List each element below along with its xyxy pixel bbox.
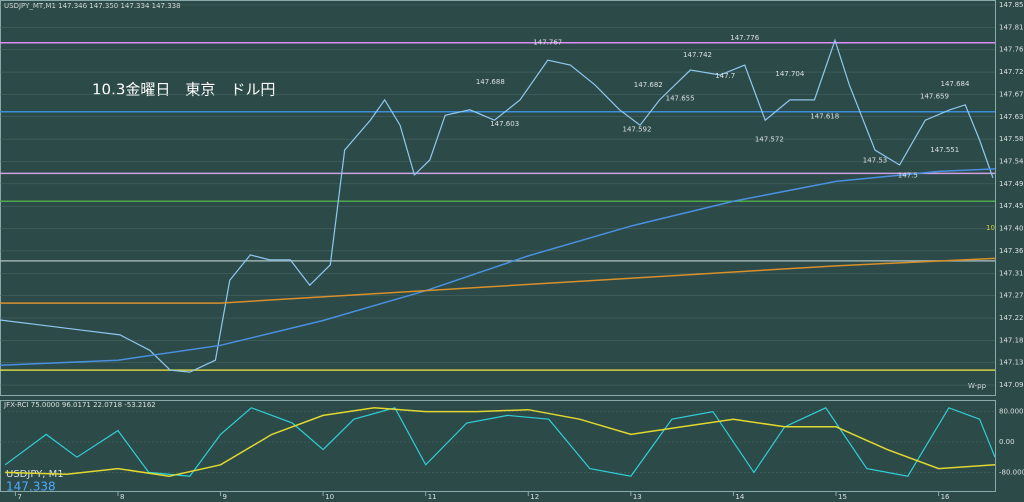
series-line (0, 257, 996, 304)
y-tick-label: 147.630 (999, 113, 1024, 121)
x-tick-label: 11 (428, 493, 437, 501)
series-line (0, 168, 996, 366)
y-tick-label: 147.090 (999, 381, 1024, 389)
indicator-frame (0, 400, 996, 492)
y-tick-label: 147.225 (999, 314, 1024, 322)
y-tick-label: 147.405 (999, 225, 1024, 233)
price-annotation: 147.684 (941, 80, 970, 88)
price-annotation: 147.767 (533, 39, 562, 47)
series-line (4, 407, 996, 477)
x-tick-label: 14 (735, 493, 744, 501)
x-tick-label: 10 (325, 493, 334, 501)
x-tick-label: 15 (838, 493, 847, 501)
y-tick-label: -80.0000 (999, 468, 1024, 476)
series-line (0, 38, 994, 373)
overlay-text: 10 (986, 224, 995, 232)
x-tick-label: 9 (223, 493, 227, 501)
price-annotation: 147.682 (634, 81, 663, 89)
x-tick-label: 12 (530, 493, 539, 501)
last-price: 147.338 (6, 480, 56, 494)
price-annotation: 147.592 (623, 126, 652, 134)
y-tick-label: 147.540 (999, 157, 1024, 165)
main-frame (0, 0, 996, 396)
symbol: USDJPY, M1 (6, 469, 64, 480)
price-annotation: 147.659 (920, 92, 949, 100)
y-tick-label: 147.585 (999, 135, 1024, 143)
price-annotation: 147.704 (775, 70, 804, 78)
price-annotation: 147.5 (898, 171, 918, 179)
price-annotation: 147.551 (930, 146, 959, 154)
y-tick-label: 147.270 (999, 292, 1024, 300)
y-tick-label: 147.675 (999, 90, 1024, 98)
overlay-text: W-pp (968, 382, 987, 390)
y-tick-label: 147.180 (999, 336, 1024, 344)
indicator-title: JFX-RCI 75.0000 96.0171 22.0718 -53.2162 (3, 401, 156, 409)
chart-subtitle: 10.3金曜日 東京 ドル円 (92, 81, 275, 99)
price-annotation: 147.7 (715, 72, 735, 80)
y-tick-label: 80.0000 (999, 408, 1024, 416)
y-tick-label: 147.135 (999, 359, 1024, 367)
y-tick-label: 147.810 (999, 23, 1024, 31)
series-line (5, 407, 996, 477)
y-tick-label: 147.720 (999, 68, 1024, 76)
x-tick-label: 13 (633, 493, 642, 501)
price-annotation: 147.655 (666, 94, 695, 102)
y-tick-label: 147.360 (999, 247, 1024, 255)
price-annotation: 147.688 (476, 78, 505, 86)
price-annotation: 147.53 (863, 156, 888, 164)
price-annotation: 147.857 (821, 0, 850, 2)
price-annotation: 147.603 (490, 120, 519, 128)
y-tick-label: 0.00 (999, 438, 1015, 446)
price-annotation: 147.572 (755, 136, 784, 144)
x-tick-label: 7 (17, 493, 21, 501)
y-tick-label: 147.495 (999, 180, 1024, 188)
price-annotation: 147.618 (810, 113, 839, 121)
y-tick-label: 147.765 (999, 46, 1024, 54)
x-tick-label: 8 (120, 493, 124, 501)
x-tick-label: 16 (941, 493, 950, 501)
chart-title: USDJPY_MT,M1 147.346 147.350 147.334 147… (4, 2, 181, 10)
y-tick-label: 147.450 (999, 202, 1024, 210)
price-annotation: 147.776 (730, 34, 759, 42)
y-tick-label: 147.315 (999, 269, 1024, 277)
y-tick-label: 147.855 (999, 1, 1024, 9)
price-annotation: 147.742 (683, 51, 712, 59)
